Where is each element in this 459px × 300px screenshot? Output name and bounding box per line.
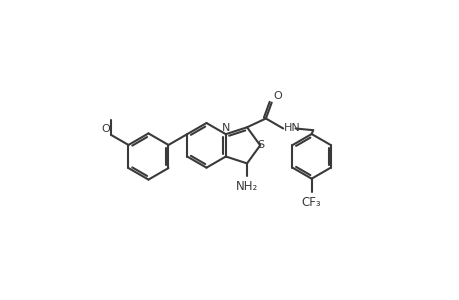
Text: O: O [273,91,281,101]
Text: N: N [221,123,230,133]
Text: NH₂: NH₂ [235,180,257,193]
Text: S: S [257,140,264,150]
Text: O: O [101,124,110,134]
Text: CF₃: CF₃ [301,196,321,208]
Text: HN: HN [283,123,300,133]
